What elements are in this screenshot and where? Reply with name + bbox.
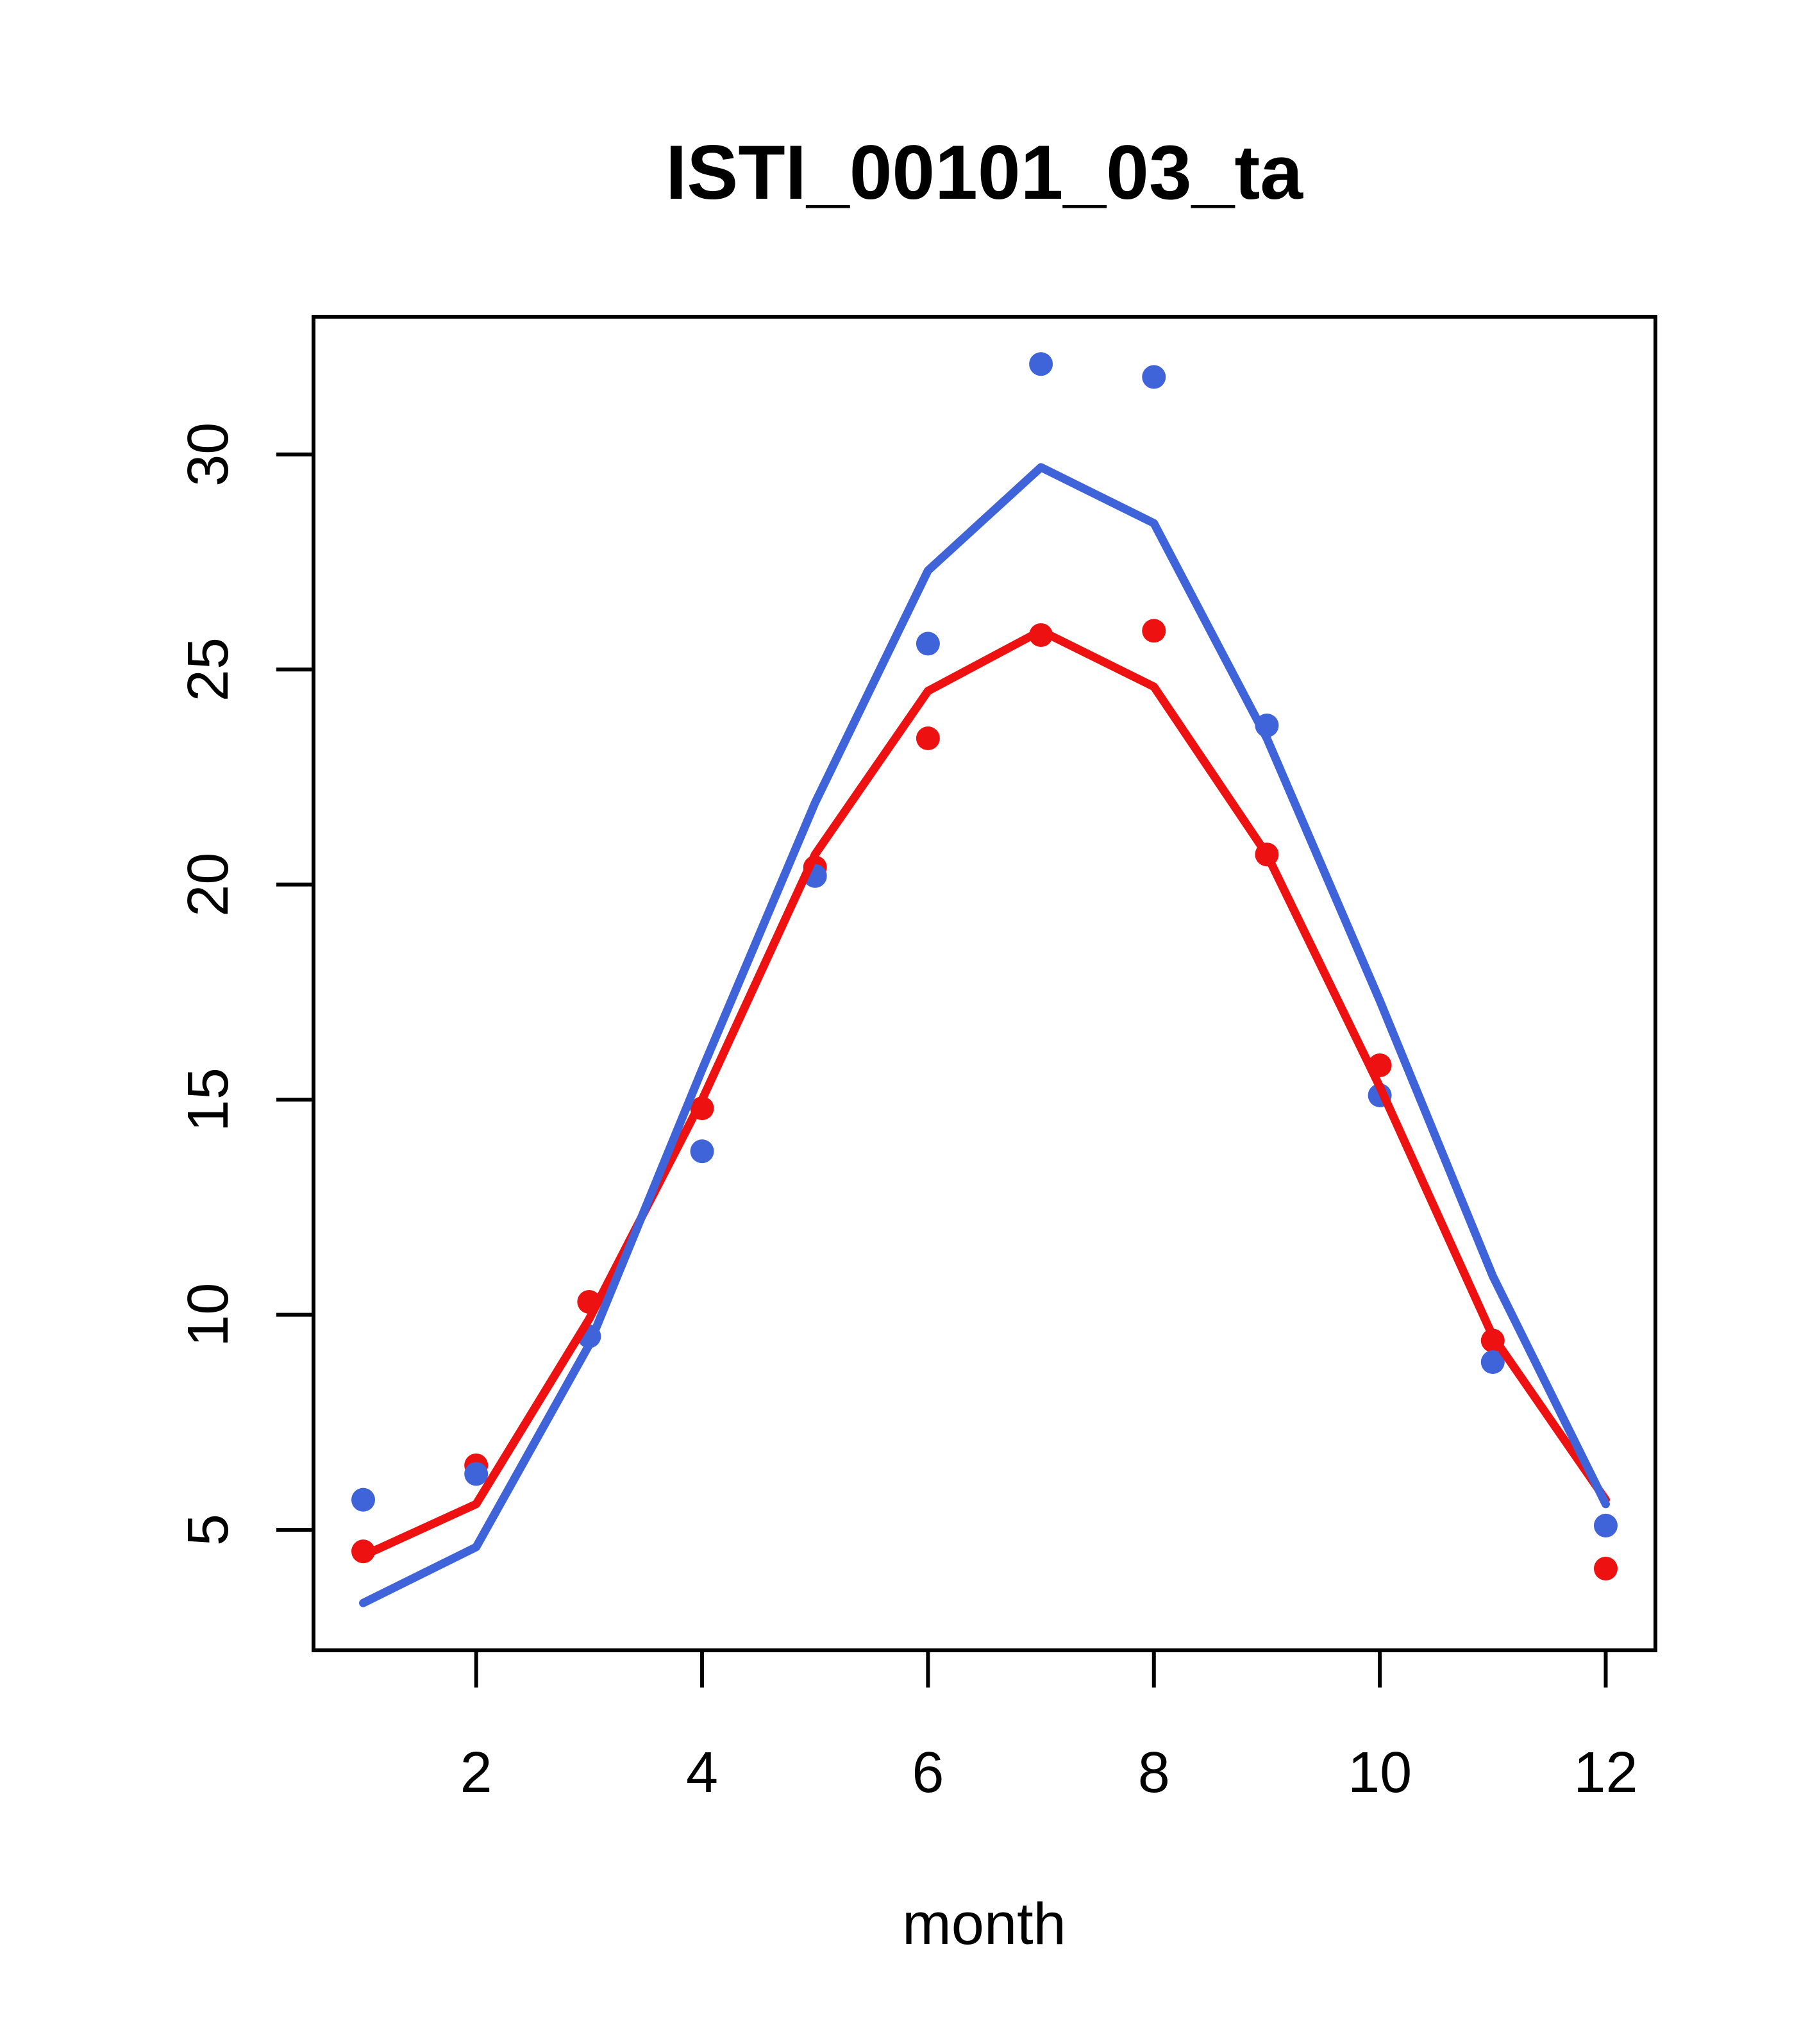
series-blue-line: [359, 463, 1610, 1607]
x-axis: 2 4 6 8 10 12: [460, 1650, 1638, 1805]
x-axis-tick-labels: 2 4 6 8 10 12: [460, 1741, 1638, 1805]
series-blue-points: [351, 352, 1618, 1537]
x-tick-label: 12: [1573, 1741, 1637, 1805]
red-point: [1142, 619, 1166, 643]
y-tick-label: 30: [176, 423, 240, 487]
x-tick-label: 10: [1348, 1741, 1412, 1805]
y-tick-label: 25: [176, 637, 240, 701]
x-axis-title: month: [902, 1891, 1066, 1957]
series-red-line: [359, 626, 1610, 1560]
plot-box: [312, 315, 1657, 1652]
y-tick-label: 5: [176, 1514, 240, 1546]
y-tick-label: 15: [176, 1068, 240, 1132]
series-layer: [351, 352, 1618, 1607]
blue-point: [1142, 365, 1166, 389]
blue-point: [690, 1139, 714, 1164]
blue-point: [1593, 1513, 1618, 1537]
x-axis-ticks: [474, 1650, 1608, 1688]
chart-title: ISTI_00101_03_ta: [666, 130, 1303, 215]
blue-point: [1480, 1350, 1505, 1374]
y-axis-tick-labels: 5 10 15 20 25 30: [176, 423, 240, 1546]
red-point: [916, 726, 940, 751]
blue-point: [1029, 352, 1053, 376]
x-tick-label: 2: [460, 1741, 492, 1805]
y-axis: 5 10 15 20 25 30: [176, 423, 314, 1546]
plot-area: 2 4 6 8 10 12 5 10 15 20 25 30: [176, 315, 1657, 1805]
red-point: [1593, 1557, 1618, 1581]
x-tick-label: 6: [912, 1741, 944, 1805]
x-tick-label: 4: [686, 1741, 718, 1805]
y-tick-label: 10: [176, 1283, 240, 1347]
blue-point: [464, 1462, 489, 1486]
x-tick-label: 8: [1138, 1741, 1170, 1805]
blue-point: [916, 632, 940, 656]
blue-point: [351, 1487, 376, 1512]
y-tick-label: 20: [176, 853, 240, 917]
y-axis-ticks: [276, 452, 314, 1532]
